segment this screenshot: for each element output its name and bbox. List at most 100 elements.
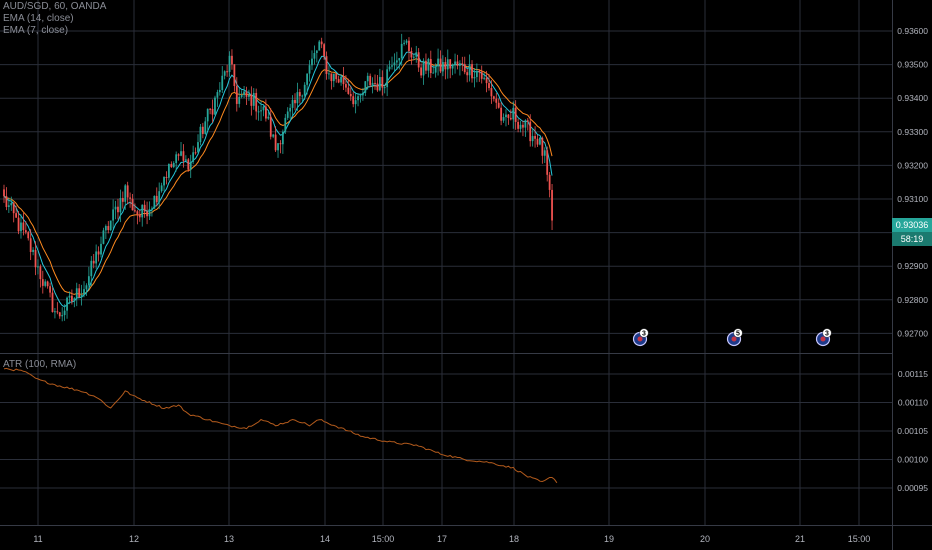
candle-body[interactable] (44, 281, 47, 286)
candle-body[interactable] (330, 73, 333, 82)
candle-body[interactable] (311, 58, 313, 66)
candle-body[interactable] (277, 143, 279, 151)
candle-body[interactable] (400, 43, 403, 59)
candle-body[interactable] (410, 51, 413, 58)
candle-body[interactable] (187, 159, 190, 170)
candle-body[interactable] (180, 151, 182, 156)
candle-body[interactable] (551, 189, 553, 221)
candle-body[interactable] (524, 120, 527, 128)
candle-body[interactable] (22, 222, 25, 231)
candle-body[interactable] (332, 73, 335, 82)
ema14-legend[interactable]: EMA (14, close) (3, 13, 74, 24)
candle-body[interactable] (56, 311, 59, 313)
candle-body[interactable] (214, 97, 216, 115)
candle-body[interactable] (512, 107, 515, 120)
candle-body[interactable] (255, 92, 258, 112)
candle-body[interactable] (488, 83, 490, 89)
candle-body[interactable] (412, 56, 415, 58)
candle-body[interactable] (378, 77, 381, 91)
candle-body[interactable] (102, 230, 105, 244)
candle-body[interactable] (405, 40, 408, 43)
candle-body[interactable] (49, 286, 51, 293)
candle-body[interactable] (155, 195, 158, 203)
candle-body[interactable] (107, 226, 110, 231)
candle-body[interactable] (163, 176, 165, 186)
candle-body[interactable] (216, 92, 219, 98)
candle-body[interactable] (221, 75, 224, 90)
candle-body[interactable] (478, 70, 481, 73)
candle-body[interactable] (124, 185, 127, 202)
candle-body[interactable] (274, 134, 277, 151)
candle-body[interactable] (20, 222, 22, 232)
atr-legend[interactable]: ATR (100, RMA) (3, 359, 77, 370)
candle-body[interactable] (29, 238, 32, 252)
candle-body[interactable] (408, 40, 410, 52)
candle-body[interactable] (235, 86, 238, 104)
candle-body[interactable] (517, 121, 519, 129)
candle-body[interactable] (68, 295, 71, 298)
candle-body[interactable] (320, 41, 323, 45)
candle-body[interactable] (454, 61, 456, 65)
candle-body[interactable] (444, 61, 447, 70)
candle-body[interactable] (231, 55, 233, 65)
candle-body[interactable] (24, 230, 27, 233)
candle-body[interactable] (383, 87, 386, 89)
candle-body[interactable] (46, 281, 49, 287)
candle-body[interactable] (446, 59, 449, 70)
candle-body[interactable] (306, 73, 309, 85)
candle-body[interactable] (114, 206, 117, 210)
candle-body[interactable] (228, 55, 231, 72)
candle-body[interactable] (34, 249, 37, 268)
candle-body[interactable] (352, 96, 355, 105)
candle-body[interactable] (272, 134, 275, 137)
candle-body[interactable] (325, 56, 328, 74)
candle-body[interactable] (141, 204, 144, 218)
candle-body[interactable] (509, 117, 512, 120)
candle-body[interactable] (374, 82, 376, 84)
candle-body[interactable] (199, 126, 202, 143)
candle-body[interactable] (192, 152, 195, 162)
candle-body[interactable] (218, 89, 221, 93)
candle-body[interactable] (112, 209, 115, 221)
candle-body[interactable] (73, 298, 76, 302)
candle-body[interactable] (475, 70, 478, 78)
candle-body[interactable] (51, 292, 54, 313)
candle-body[interactable] (432, 72, 435, 74)
candle-body[interactable] (289, 107, 292, 112)
candle-body[interactable] (90, 260, 93, 277)
event-marker[interactable]: 5 (726, 328, 743, 347)
candle-body[interactable] (71, 295, 73, 302)
candle-body[interactable] (134, 210, 136, 212)
ema7-legend[interactable]: EMA (7, close) (3, 25, 69, 36)
candle-body[interactable] (197, 142, 199, 153)
candle-body[interactable] (497, 102, 500, 108)
candle-body[interactable] (315, 50, 318, 54)
candle-body[interactable] (434, 66, 437, 73)
candle-body[interactable] (146, 211, 148, 217)
candle-body[interactable] (80, 294, 83, 298)
candle-body[interactable] (505, 114, 507, 118)
candle-body[interactable] (543, 150, 546, 156)
candle-body[interactable] (359, 95, 362, 97)
candle-body[interactable] (15, 213, 18, 218)
candle-body[interactable] (58, 312, 61, 317)
candle-body[interactable] (415, 52, 418, 57)
candle-body[interactable] (286, 111, 289, 118)
candle-body[interactable] (337, 79, 340, 83)
candle-body[interactable] (323, 44, 325, 57)
candle-body[interactable] (388, 66, 391, 70)
candle-body[interactable] (485, 77, 488, 84)
candle-body[interactable] (97, 251, 100, 255)
candle-body[interactable] (468, 64, 471, 76)
candle-body[interactable] (349, 93, 352, 97)
candle-body[interactable] (362, 92, 364, 96)
candle-body[interactable] (182, 151, 185, 161)
candle-body[interactable] (211, 108, 214, 115)
event-marker[interactable]: 3 (632, 328, 649, 347)
candle-body[interactable] (61, 315, 64, 317)
candle-body[interactable] (223, 71, 226, 76)
candle-body[interactable] (32, 249, 34, 252)
candle-body[interactable] (39, 266, 42, 280)
candle-body[interactable] (471, 64, 473, 79)
